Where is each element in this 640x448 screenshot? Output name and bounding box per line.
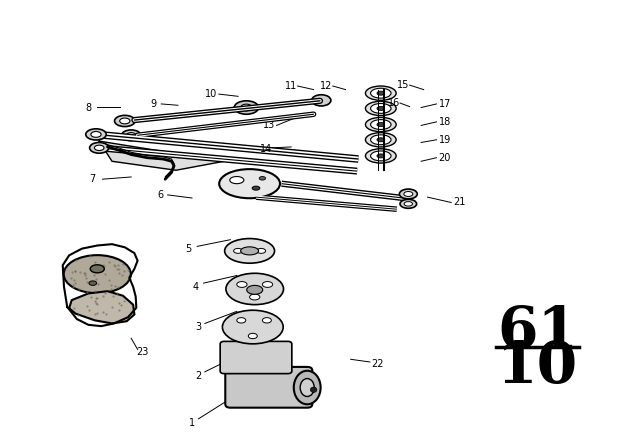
Ellipse shape	[234, 248, 243, 254]
Text: 11: 11	[285, 81, 298, 91]
Text: 7: 7	[90, 174, 96, 184]
FancyBboxPatch shape	[220, 341, 292, 374]
Ellipse shape	[262, 282, 273, 288]
Ellipse shape	[89, 281, 97, 285]
Ellipse shape	[91, 132, 101, 138]
Ellipse shape	[259, 177, 266, 180]
Ellipse shape	[371, 103, 391, 113]
Text: 8: 8	[85, 103, 92, 112]
Text: 6: 6	[157, 190, 163, 200]
Ellipse shape	[377, 154, 385, 158]
Text: 16: 16	[387, 98, 400, 108]
Ellipse shape	[377, 107, 385, 111]
Text: 5: 5	[186, 244, 192, 254]
Ellipse shape	[312, 95, 331, 106]
Text: 18: 18	[438, 117, 451, 127]
Ellipse shape	[371, 88, 391, 98]
Ellipse shape	[226, 273, 284, 305]
Ellipse shape	[247, 285, 263, 294]
Ellipse shape	[371, 151, 391, 161]
Ellipse shape	[404, 202, 413, 206]
Text: 61: 61	[497, 304, 578, 359]
Ellipse shape	[400, 199, 417, 208]
Ellipse shape	[234, 101, 259, 114]
Ellipse shape	[95, 145, 104, 151]
Ellipse shape	[377, 122, 385, 127]
Ellipse shape	[225, 238, 275, 263]
Ellipse shape	[237, 282, 247, 288]
Ellipse shape	[115, 116, 135, 127]
Ellipse shape	[64, 255, 131, 293]
Ellipse shape	[377, 91, 385, 95]
Ellipse shape	[248, 333, 257, 339]
Ellipse shape	[365, 133, 396, 147]
Text: 23: 23	[136, 347, 148, 357]
Ellipse shape	[223, 310, 283, 344]
Text: 2: 2	[195, 371, 202, 381]
Ellipse shape	[219, 169, 280, 198]
Ellipse shape	[377, 138, 385, 142]
Text: 17: 17	[438, 99, 451, 109]
Ellipse shape	[86, 129, 106, 140]
Text: 3: 3	[195, 322, 202, 332]
Ellipse shape	[365, 149, 396, 163]
Polygon shape	[69, 291, 134, 323]
Ellipse shape	[365, 117, 396, 132]
Ellipse shape	[127, 133, 136, 138]
Ellipse shape	[300, 379, 314, 396]
Ellipse shape	[294, 371, 321, 404]
Ellipse shape	[310, 387, 317, 392]
Ellipse shape	[371, 120, 391, 129]
Text: 15: 15	[397, 80, 410, 90]
Ellipse shape	[241, 104, 252, 111]
Ellipse shape	[250, 294, 260, 300]
Text: 14: 14	[259, 144, 272, 154]
Text: 19: 19	[438, 135, 451, 145]
Ellipse shape	[365, 86, 396, 100]
Ellipse shape	[237, 318, 246, 323]
Ellipse shape	[122, 130, 141, 141]
Ellipse shape	[90, 265, 104, 273]
FancyBboxPatch shape	[225, 367, 312, 408]
Text: 12: 12	[320, 81, 333, 91]
Ellipse shape	[230, 177, 244, 184]
Ellipse shape	[257, 248, 266, 254]
Polygon shape	[99, 141, 224, 170]
Text: 20: 20	[438, 153, 451, 163]
Ellipse shape	[365, 101, 396, 116]
Text: 22: 22	[371, 359, 384, 369]
Text: 10: 10	[205, 89, 218, 99]
Ellipse shape	[120, 118, 130, 124]
Ellipse shape	[262, 318, 271, 323]
Text: 13: 13	[262, 121, 275, 130]
Ellipse shape	[252, 186, 260, 190]
Text: 4: 4	[192, 282, 198, 292]
Text: 21: 21	[453, 198, 466, 207]
Text: 1: 1	[189, 418, 195, 428]
Text: 9: 9	[150, 99, 157, 109]
Text: 10: 10	[497, 340, 578, 396]
Ellipse shape	[404, 192, 413, 196]
Ellipse shape	[241, 247, 259, 255]
Ellipse shape	[371, 135, 391, 145]
Ellipse shape	[90, 142, 109, 153]
Ellipse shape	[399, 189, 417, 199]
